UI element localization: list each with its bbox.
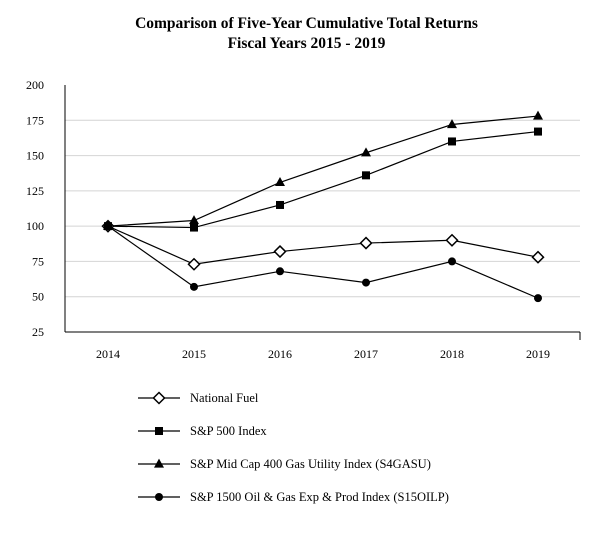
series-line-s-p-500-index bbox=[107, 130, 539, 229]
point-s-p-500-index-2018 bbox=[448, 137, 456, 146]
legend: National Fuel S&P 500 Index S&P Mid Cap 40… bbox=[138, 391, 449, 504]
point-s-p-mid-cap-400-gas-utility-index-s4gasu-2017 bbox=[361, 147, 371, 157]
y-tick-label-150: 150 bbox=[26, 149, 44, 163]
point-s-p-500-index-2017 bbox=[362, 171, 370, 180]
x-tick-label-2018: 2018 bbox=[440, 347, 464, 361]
x-tick-label-2017: 2017 bbox=[354, 347, 378, 361]
chart-subtitle: Fiscal Years 2015 - 2019 bbox=[227, 35, 386, 52]
x-tick-label-2016: 2016 bbox=[268, 347, 292, 361]
legend-label-s-p-500-index: S&P 500 Index bbox=[190, 424, 267, 438]
y-tick-label-50: 50 bbox=[32, 290, 44, 304]
legend-label-s-p-1500-oil-gas-exp-prod-index-s15oilp: S&P 1500 Oil & Gas Exp & Prod Index (S15… bbox=[190, 490, 449, 504]
series-line-national-fuel bbox=[107, 225, 539, 265]
legend-label-s-p-mid-cap-400-gas-utility-index-s4gasu: S&P Mid Cap 400 Gas Utility Index (S4GAS… bbox=[190, 457, 431, 471]
point-s-p-1500-oil-gas-exp-prod-index-s15oilp-2019 bbox=[534, 294, 542, 303]
point-s-p-500-index-2016 bbox=[276, 200, 284, 209]
legend-label-national-fuel: National Fuel bbox=[190, 391, 259, 405]
y-tick-label-175: 175 bbox=[26, 113, 44, 127]
x-tick-label-2014: 2014 bbox=[96, 347, 120, 361]
x-tick-label-2015: 2015 bbox=[182, 347, 206, 361]
point-s-p-1500-oil-gas-exp-prod-index-s15oilp-2015 bbox=[190, 282, 198, 291]
y-tick-label-125: 125 bbox=[26, 184, 44, 198]
point-national-fuel-2018 bbox=[445, 233, 459, 247]
point-s-p-1500-oil-gas-exp-prod-index-s15oilp-2016 bbox=[276, 267, 284, 276]
point-national-fuel-2017 bbox=[359, 236, 373, 250]
point-national-fuel-2019 bbox=[531, 250, 545, 264]
series-line-s-p-1500-oil-gas-exp-prod-index-s15oilp bbox=[107, 225, 539, 299]
point-s-p-mid-cap-400-gas-utility-index-s4gasu-2015 bbox=[189, 215, 199, 225]
y-tick-label-100: 100 bbox=[26, 219, 44, 233]
series-line-s-p-mid-cap-400-gas-utility-index-s4gasu bbox=[107, 115, 539, 227]
legend-marker-s-p-1500-oil-gas-exp-prod-index-s15oilp bbox=[155, 493, 163, 501]
point-s-p-1500-oil-gas-exp-prod-index-s15oilp-2017 bbox=[362, 278, 370, 287]
legend-marker-s-p-500-index bbox=[155, 427, 163, 435]
x-tick-label-2019: 2019 bbox=[526, 347, 550, 361]
y-tick-label-200: 200 bbox=[26, 78, 44, 92]
y-tick-label-75: 75 bbox=[32, 254, 44, 268]
point-s-p-mid-cap-400-gas-utility-index-s4gasu-2016 bbox=[275, 176, 285, 186]
point-s-p-1500-oil-gas-exp-prod-index-s15oilp-2018 bbox=[448, 257, 456, 266]
point-national-fuel-2016 bbox=[273, 244, 287, 259]
series-national-fuel bbox=[107, 225, 539, 265]
point-s-p-500-index-2019 bbox=[534, 127, 542, 136]
chart-title: Comparison of Five-Year Cumulative Total… bbox=[135, 15, 478, 32]
point-national-fuel-2015 bbox=[187, 257, 201, 271]
series-s-p-1500-oil-gas-exp-prod-index-s15oilp bbox=[107, 225, 539, 299]
point-s-p-1500-oil-gas-exp-prod-index-s15oilp-2014 bbox=[104, 222, 112, 231]
series-s-p-500-index bbox=[107, 130, 539, 229]
point-s-p-mid-cap-400-gas-utility-index-s4gasu-2019 bbox=[533, 110, 543, 120]
series-s-p-mid-cap-400-gas-utility-index-s4gasu bbox=[107, 115, 539, 227]
legend-marker-s-p-mid-cap-400-gas-utility-index-s4gasu bbox=[154, 458, 164, 468]
y-tick-label-25: 25 bbox=[32, 325, 44, 339]
point-s-p-500-index-2015 bbox=[190, 223, 198, 232]
legend-marker-national-fuel bbox=[152, 391, 166, 405]
point-s-p-mid-cap-400-gas-utility-index-s4gasu-2018 bbox=[447, 119, 457, 129]
